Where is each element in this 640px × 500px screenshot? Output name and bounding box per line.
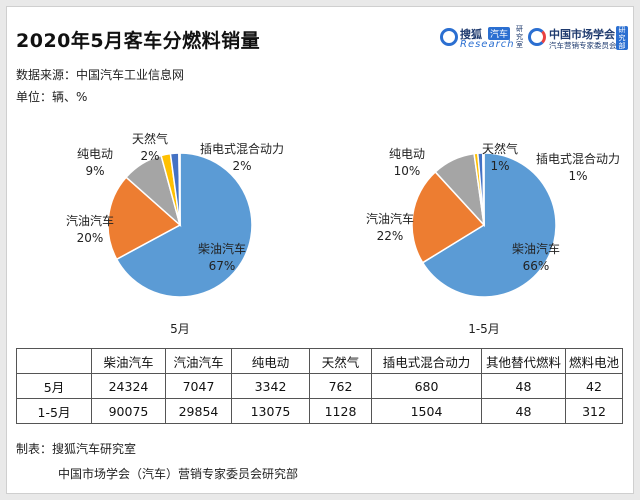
pie-slice [107,176,182,261]
pie-slice [411,170,486,264]
table-cell: 13075 [231,398,310,424]
table-header-cell: 插电式混合动力 [371,348,482,374]
slice-label-percent: 67% [209,259,236,273]
slice-label-name: 插电式混合动力 [536,151,620,166]
table-row: 1-5月 90075 29854 13075 1128 1504 48 312 [16,398,623,424]
slice-label-name: 汽油汽车 [66,213,114,228]
sohu-logo-cn: 搜狐 [460,28,482,41]
table-cell: 48 [481,373,566,399]
footer-line-2: 中国市场学会（汽车）营销专家委员会研究部 [58,467,299,481]
table-cell: 5月 [16,373,92,399]
data-source: 数据来源：中国汽车工业信息网 [16,68,185,82]
slice-label-percent: 20% [77,231,104,245]
slice-label-name: 柴油汽车 [512,241,560,256]
pie-slice [115,152,253,298]
slice-label-percent: 66% [523,259,550,273]
table-cell: 312 [565,398,623,424]
table-header-cell: 天然气 [309,348,372,374]
table-header-cell: 燃料电池 [565,348,623,374]
sohu-logo-side: 研究室 [516,25,523,49]
table-header-cell: 柴油汽车 [91,348,166,374]
slice-label-percent: 10% [394,164,421,178]
table-cell: 1-5月 [16,398,92,424]
pie-slice [482,152,485,226]
table-cell: 3342 [231,373,310,399]
chart-title: 2020年5月客车分燃料销量 [16,30,261,52]
table-cell: 7047 [165,373,232,399]
table-header-cell: 其他替代燃料 [481,348,566,374]
slice-label-percent: 2% [232,159,251,173]
slice-label-percent: 2% [140,149,159,163]
slice-label-percent: 1% [490,159,509,173]
slice-label-percent: 9% [85,164,104,178]
table-row: 5月 24324 7047 3342 762 680 48 42 [16,373,623,399]
pie-slice [421,152,557,298]
footer-line-1: 制表：搜狐汽车研究室 [16,442,137,456]
pie-title: 5月 [170,322,190,336]
table-cell: 680 [371,373,482,399]
sohu-logo-en: Research [460,39,515,50]
slice-label-name: 天然气 [482,141,518,156]
table-header-cell [16,348,92,374]
table-cell: 1504 [371,398,482,424]
unit-note: 单位：辆、% [16,90,88,104]
slice-label-name: 天然气 [132,131,168,146]
sales-table: 柴油汽车 汽油汽车 纯电动 天然气 插电式混合动力 其他替代燃料 燃料电池 5月… [16,348,623,424]
table-cell: 1128 [309,398,372,424]
cma-logo-icon [528,28,546,46]
pie-title: 1-5月 [468,322,500,336]
table-cell: 24324 [91,373,166,399]
cma-logo-badge: 研究部 [616,26,628,50]
slice-label-percent: 1% [568,169,587,183]
table-header-cell: 汽油汽车 [165,348,232,374]
cma-logo-cn: 中国市场学会 [549,28,615,41]
slice-label-name: 柴油汽车 [198,241,246,256]
table-cell: 90075 [91,398,166,424]
table-header-cell: 纯电动 [231,348,310,374]
table-header-row: 柴油汽车 汽油汽车 纯电动 天然气 插电式混合动力 其他替代燃料 燃料电池 [16,348,623,374]
slice-label-percent: 22% [377,229,404,243]
table-cell: 762 [309,373,372,399]
slice-label-name: 插电式混合动力 [200,141,284,156]
table-cell: 48 [481,398,566,424]
slice-label-name: 纯电动 [389,147,425,161]
cma-logo: 中国市场学会 汽车营销专家委员会 研究部 [528,26,634,52]
slice-label-name: 汽油汽车 [366,211,414,226]
slice-label-name: 纯电动 [77,147,113,161]
sohu-research-logo: 搜狐 汽车 研究室 Research [440,25,530,52]
sohu-logo-badge: 汽车 [488,27,511,40]
table-cell: 29854 [165,398,232,424]
pie-slice [178,152,181,226]
cma-logo-sub: 汽车营销专家委员会 [549,41,617,50]
pie-charts: 柴油汽车 67% 汽油汽车 20% 纯电动 9% 天然气 2% 插电式混合动力 2% 5月 柴油汽车 6… [66,131,620,336]
table-cell: 42 [565,373,623,399]
sohu-logo-icon [440,28,458,46]
